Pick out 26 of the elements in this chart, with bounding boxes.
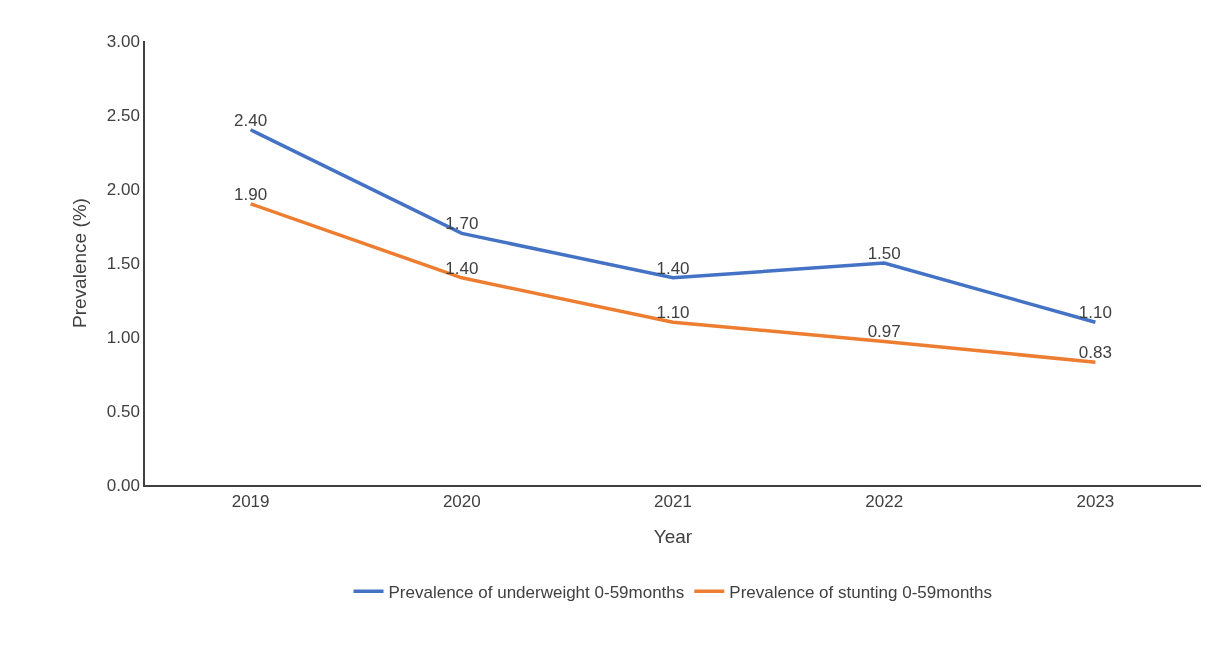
y-axis-title: Prevalence (%) <box>69 198 91 328</box>
x-tick-label: 2019 <box>231 492 270 512</box>
data-label: 1.40 <box>656 258 690 278</box>
data-label: 1.50 <box>867 243 901 263</box>
y-tick-label: 2.00 <box>106 179 140 199</box>
y-tick-label: 1.50 <box>106 253 140 273</box>
y-tick-label: 0.50 <box>106 401 140 421</box>
data-label: 1.40 <box>445 258 479 278</box>
data-label: 0.97 <box>867 322 901 342</box>
data-label: 1.70 <box>445 214 479 234</box>
data-label: 0.83 <box>1078 342 1112 362</box>
x-tick-label: 2021 <box>654 492 692 512</box>
y-tick-label: 0.00 <box>106 475 140 495</box>
x-tick-label: 2022 <box>865 492 904 512</box>
y-tick-label: 1.00 <box>106 327 140 347</box>
x-tick-label: 2020 <box>442 492 481 512</box>
x-tick-label: 2023 <box>1076 492 1115 512</box>
y-tick-label: 2.50 <box>106 105 140 125</box>
data-label: 1.90 <box>234 184 268 204</box>
data-label: 1.10 <box>656 302 690 322</box>
x-axis-title: Year <box>653 526 693 548</box>
legend-label: Prevalence of stunting 0-59months <box>729 582 993 602</box>
legend-label: Prevalence of underweight 0-59months <box>388 582 685 602</box>
y-tick-label: 3.00 <box>106 31 140 51</box>
data-label: 2.40 <box>234 110 268 130</box>
data-label: 1.10 <box>1078 302 1112 322</box>
